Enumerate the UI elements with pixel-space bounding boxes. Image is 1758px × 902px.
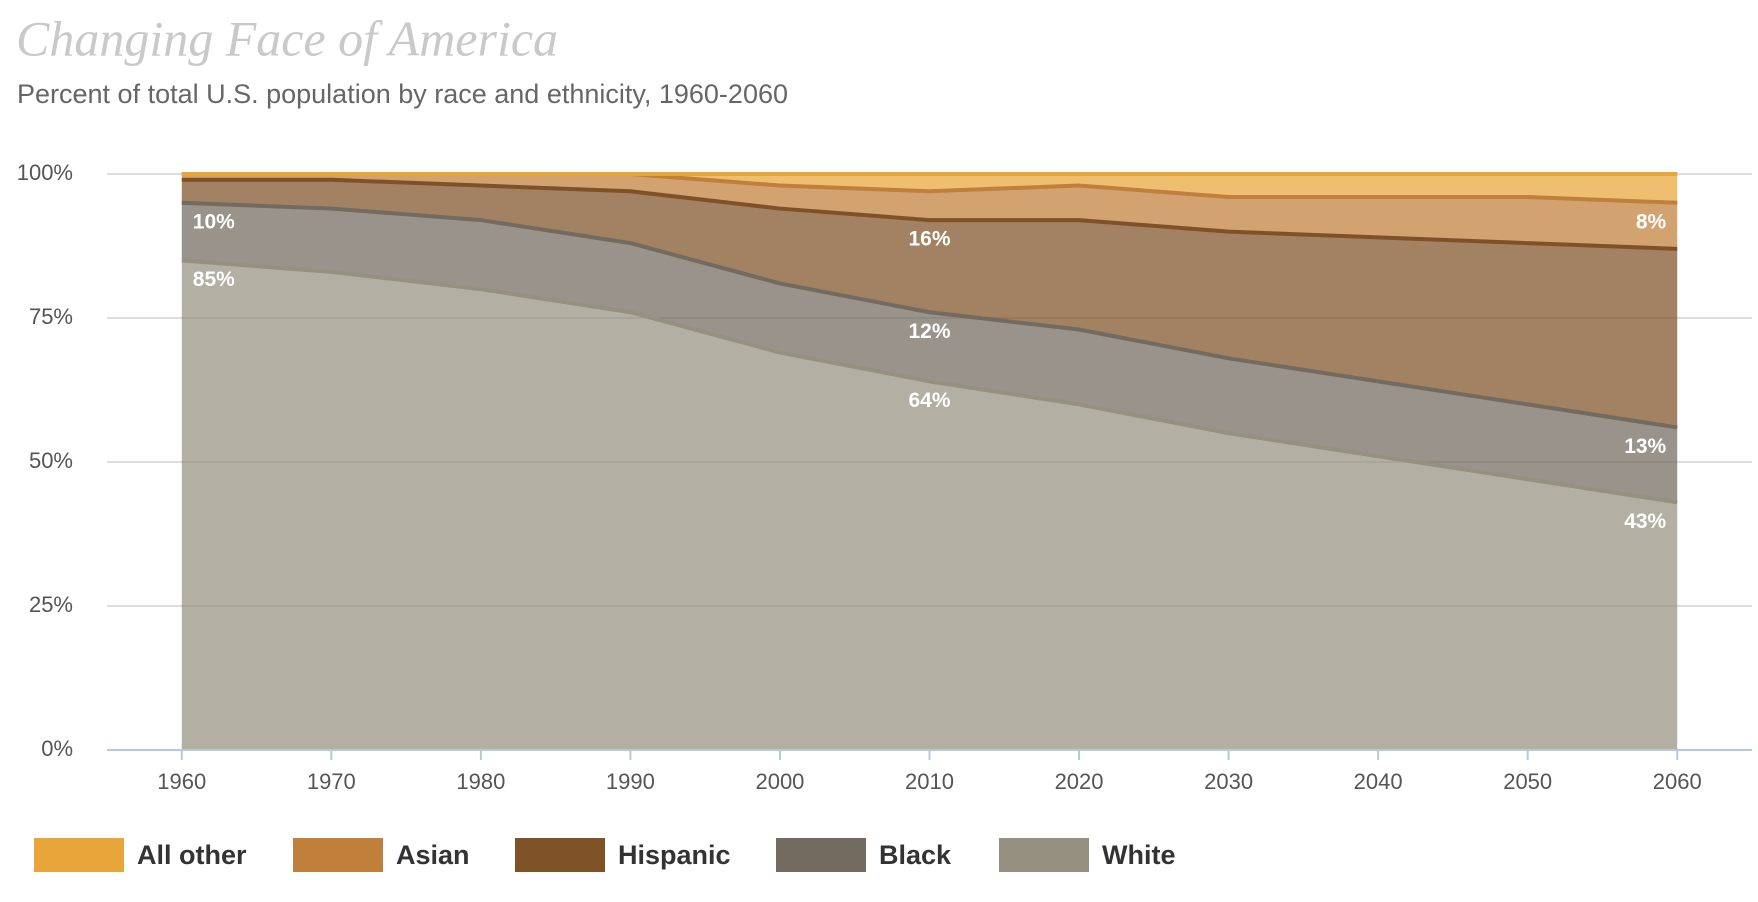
legend-swatch: [293, 838, 383, 872]
area: [181, 179, 1678, 428]
x-tick-label: 1970: [307, 769, 356, 794]
value-label: 16%: [908, 228, 950, 251]
area: [181, 202, 1678, 503]
value-label: 85%: [193, 268, 235, 291]
boundary-line: [181, 200, 1678, 430]
legend-label: Black: [879, 840, 952, 870]
y-tick-label: 100%: [17, 160, 73, 185]
x-tick-label: 2020: [1055, 769, 1104, 794]
chart-subtitle: Percent of total U.S. population by race…: [17, 79, 788, 109]
y-tick-label: 50%: [29, 448, 73, 473]
x-tick-label: 2060: [1653, 769, 1702, 794]
legend-swatch: [776, 838, 866, 872]
y-tick-label: 0%: [41, 736, 73, 761]
boundary-line: [181, 258, 1678, 505]
boundary-line: [181, 177, 1678, 251]
legend-label: Asian: [396, 840, 470, 870]
value-label: 64%: [908, 389, 950, 412]
value-label: 8%: [1636, 210, 1667, 233]
x-tick-label: 1990: [606, 769, 655, 794]
x-tick-label: 1980: [456, 769, 505, 794]
legend-swatch: [34, 838, 124, 872]
x-tick-label: 2000: [755, 769, 804, 794]
value-label: 13%: [1624, 435, 1666, 458]
area: [181, 174, 1678, 249]
y-tick-label: 25%: [29, 592, 73, 617]
x-tick-label: 2050: [1503, 769, 1552, 794]
legend-label: Hispanic: [618, 840, 731, 870]
area: [181, 260, 1678, 750]
chart-title: Changing Face of America: [16, 10, 558, 66]
legend-label: White: [1102, 840, 1176, 870]
legend-label: All other: [137, 840, 247, 870]
value-label: 10%: [193, 210, 235, 233]
x-tick-label: 2030: [1204, 769, 1253, 794]
x-tick-label: 1960: [157, 769, 206, 794]
x-tick-label: 2040: [1354, 769, 1403, 794]
value-label: 43%: [1624, 510, 1666, 533]
legend-swatch: [999, 838, 1089, 872]
y-tick-label: 75%: [29, 304, 73, 329]
value-label: 12%: [908, 320, 950, 343]
legend-swatch: [515, 838, 605, 872]
x-tick-label: 2010: [905, 769, 954, 794]
